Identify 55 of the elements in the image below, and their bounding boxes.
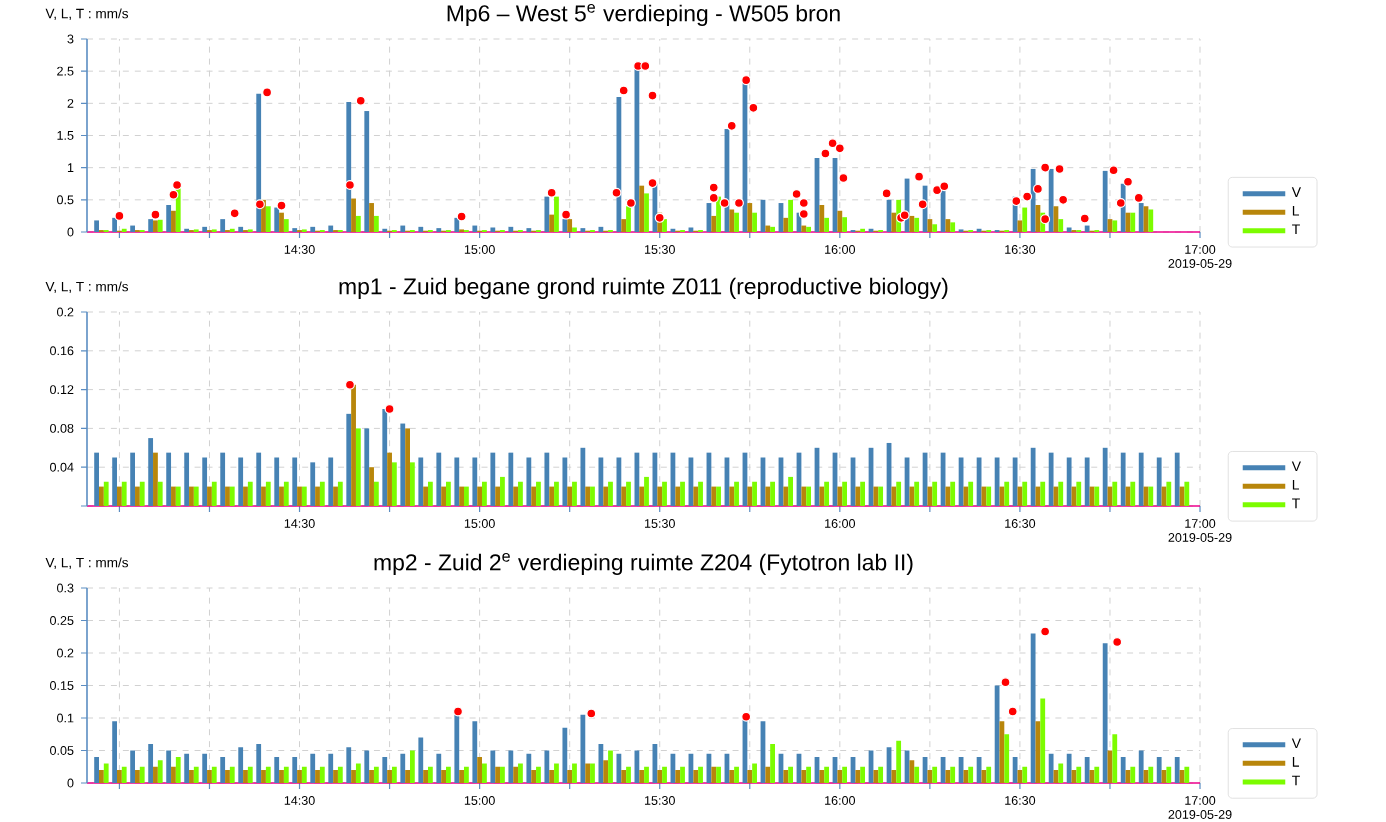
x-tick-label: 15:30 [644, 519, 675, 528]
chart-title: Mp6 – West 5$^{e}$ verdieping - W505 bron [447, 3, 840, 26]
y-tick-label: 0.08 [50, 423, 74, 433]
legend-label: L [1292, 205, 1300, 216]
y-tick-label: 0.16 [50, 346, 74, 356]
y-tick-label: 0.05 [50, 746, 74, 755]
x-tick-label: 15:00 [464, 245, 495, 254]
chart-title: mp1 - Zuid begane grond ruimte Z011 (reproductive biology) [339, 277, 948, 299]
x-tick-label: 16:30 [1005, 796, 1036, 805]
x-tick-label: 15:00 [464, 519, 495, 528]
x-tick-label: 17:00 [1185, 796, 1216, 805]
legend-label: L [1292, 757, 1300, 767]
y-tick-label: 0.12 [50, 385, 74, 395]
text: 2019-05-29 [1168, 810, 1232, 819]
x-tick-label: 15:30 [644, 245, 675, 254]
x-tick-label: 17:00 [1185, 245, 1216, 254]
x-tick-label: 15:00 [464, 796, 495, 805]
y-tick-label: 2.5 [57, 66, 74, 76]
legend-label: V [1291, 738, 1301, 749]
legend-label: T [1292, 224, 1300, 235]
x-tick-label: 16:30 [1005, 519, 1036, 528]
y-tick-label: 0.2 [57, 307, 74, 317]
y-tick-label: 0 [67, 778, 74, 788]
y-tick-label: 0.1 [57, 713, 74, 723]
x-tick-label: 17:00 [1185, 519, 1216, 528]
x-tick-label: 14:30 [284, 519, 315, 528]
x-tick-label: 14:30 [284, 245, 315, 254]
y-tick-label: 2 [67, 98, 74, 108]
y-tick-label: 0.04 [50, 462, 74, 472]
y-axis-title: V, L, T : mm/s [45, 557, 129, 569]
x-tick-label: 16:00 [825, 796, 856, 805]
legend-label: V [1291, 187, 1301, 197]
y-tick-label: 1.5 [57, 131, 74, 140]
legend-label: L [1292, 480, 1300, 490]
y-tick-label: 3 [67, 34, 74, 44]
legend-label: V [1291, 461, 1301, 472]
y-tick-label: 0.3 [57, 583, 74, 593]
text: 2019-05-29 [1168, 259, 1232, 268]
text: 2019-05-29 [1168, 533, 1232, 542]
x-tick-label: 16:30 [1005, 245, 1036, 254]
y-tick-label: 0.15 [50, 681, 74, 690]
y-tick-label: 0 [67, 227, 74, 237]
x-tick-label: 14:30 [284, 796, 315, 805]
y-tick-label: 0.25 [50, 616, 74, 625]
y-tick-label: 0.2 [57, 648, 74, 658]
legend-label: T [1292, 498, 1300, 509]
y-tick-label: 1 [67, 163, 74, 172]
y-axis-title: V, L, T : mm/s [45, 281, 129, 293]
legend-label: T [1292, 775, 1300, 786]
y-axis-title: V, L, T : mm/s [45, 8, 129, 20]
x-tick-label: 16:00 [825, 245, 856, 254]
x-tick-label: 16:00 [825, 519, 856, 528]
y-tick-label: 0.5 [57, 195, 74, 205]
chart-title: mp2 - Zuid 2$^{e}$ verdieping ruimte Z204 (Fytotron lab II) [374, 552, 913, 575]
x-tick-label: 15:30 [644, 796, 675, 805]
